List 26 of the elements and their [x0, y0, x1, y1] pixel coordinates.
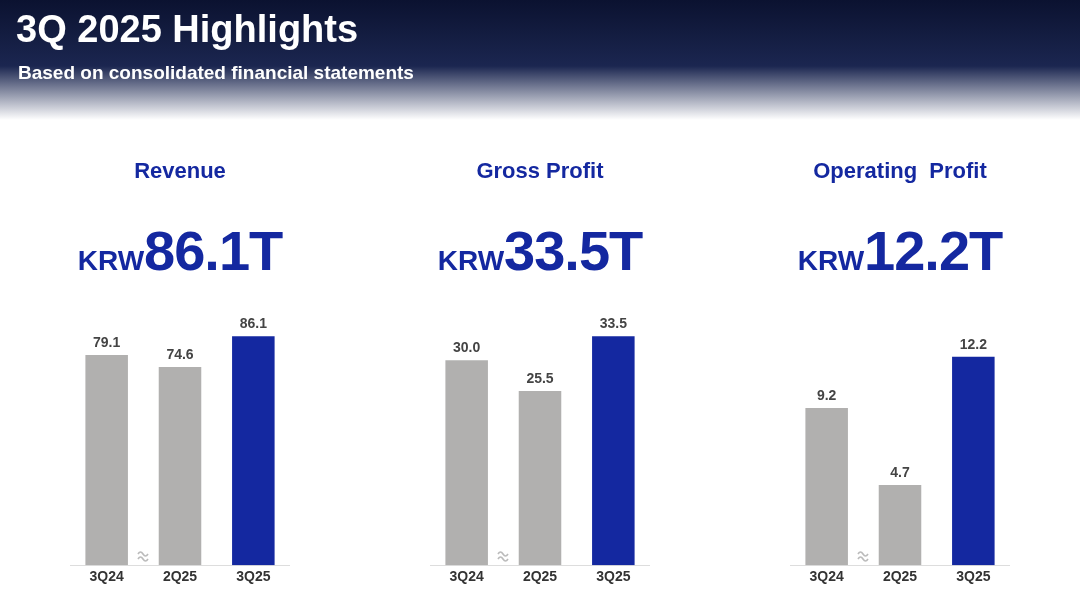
text: 3Q 2025 Highlights	[16, 8, 359, 51]
text: Based on consolidated financial statements	[18, 62, 414, 84]
x-tick-label: 2Q25	[882, 568, 918, 585]
x-tick-label: 3Q24	[449, 568, 484, 585]
chart-title: Operating Profit	[812, 158, 988, 184]
x-tick-label: 3Q24	[809, 568, 844, 585]
data-label: 79.1	[93, 333, 121, 350]
data-label: 25.5	[526, 369, 554, 386]
x-tick-label: 3Q24	[89, 568, 124, 585]
chart-subtitle: KRW33.5T	[437, 219, 643, 282]
chart-subtitle: KRW86.1T	[77, 219, 283, 282]
data-label: 4.7	[890, 463, 910, 480]
data-label: 12.2	[959, 335, 988, 352]
data-label: 33.5	[599, 315, 628, 332]
chart-title: Revenue	[133, 158, 227, 184]
data-label: 30.0	[453, 339, 481, 356]
x-tick-label: 3Q25	[236, 568, 271, 585]
x-tick-label: 3Q25	[596, 568, 631, 585]
data-label: 74.6	[166, 345, 194, 362]
data-label: 9.2	[816, 386, 837, 403]
data-label: 86.1	[239, 315, 268, 332]
x-tick-label: 3Q25	[956, 568, 991, 585]
x-tick-label: 2Q25	[162, 568, 198, 585]
x-tick-label: 2Q25	[522, 568, 558, 585]
chart-title: Gross Profit	[475, 158, 605, 184]
chart-subtitle: KRW12.2T	[797, 219, 1003, 282]
